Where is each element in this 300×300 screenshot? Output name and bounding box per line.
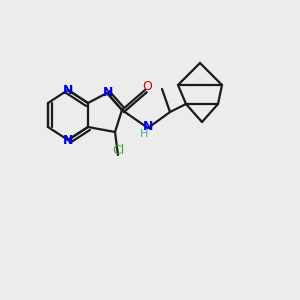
Text: O: O: [142, 80, 152, 92]
Text: N: N: [63, 134, 73, 146]
Text: H: H: [140, 129, 148, 139]
Text: N: N: [103, 85, 113, 98]
Text: N: N: [63, 83, 73, 97]
Text: Cl: Cl: [112, 145, 124, 158]
Text: N: N: [143, 119, 153, 133]
